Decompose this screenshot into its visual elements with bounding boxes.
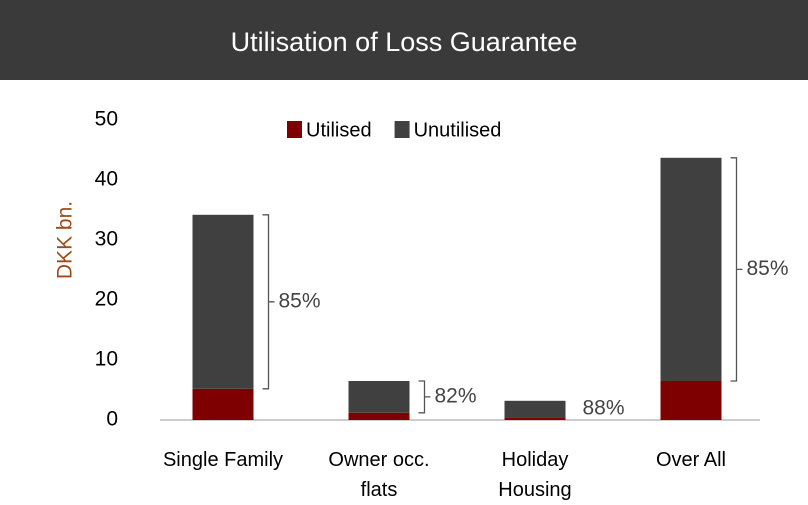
- bar-segment: [504, 417, 566, 420]
- y-tick-label: 0: [106, 408, 118, 431]
- bar-segment: [192, 214, 254, 389]
- chart-title: Utilisation of Loss Guarantee: [231, 27, 578, 57]
- y-axis-label: DKK bn.: [54, 201, 77, 279]
- bar-segment: [660, 157, 722, 381]
- y-tick-label: 30: [95, 228, 118, 251]
- x-tick-label: Holiday Housing: [498, 449, 571, 501]
- y-tick-label: 10: [95, 348, 118, 371]
- x-tick-label-line: Owner occ.: [328, 449, 429, 471]
- legend-label: Unutilised: [414, 119, 502, 141]
- bracket: [262, 214, 275, 390]
- annotation: 88%: [583, 397, 625, 420]
- x-tick-label: Over All: [656, 449, 726, 471]
- legend-swatch: [287, 121, 302, 138]
- legend-swatch: [394, 121, 410, 138]
- bar-segment: [504, 400, 566, 418]
- x-tick-label-line: Holiday: [502, 449, 569, 471]
- bar-segment: [348, 412, 410, 420]
- bar-segment: [660, 381, 722, 420]
- x-tick-label-line: Housing: [498, 479, 571, 501]
- annotation: 82%: [435, 384, 477, 407]
- bar-segment: [348, 381, 410, 413]
- annotation: 85%: [747, 257, 789, 280]
- y-tick-label: 20: [95, 288, 118, 311]
- y-tick-label: 40: [95, 168, 118, 191]
- title-bar: [0, 0, 808, 80]
- x-tick-label-line: Single Family: [163, 449, 283, 471]
- bracket: [730, 157, 743, 382]
- bar-segment: [192, 388, 254, 420]
- x-tick-label-line: flats: [361, 479, 398, 501]
- annotation: 85%: [279, 289, 321, 312]
- legend-label: Utilised: [306, 119, 372, 141]
- x-tick-label: Owner occ. flats: [328, 449, 429, 501]
- x-tick-label-line: Over All: [656, 449, 726, 471]
- bracket: [418, 380, 431, 414]
- y-tick-label: 50: [95, 108, 118, 131]
- x-tick-label: Single Family: [163, 449, 283, 471]
